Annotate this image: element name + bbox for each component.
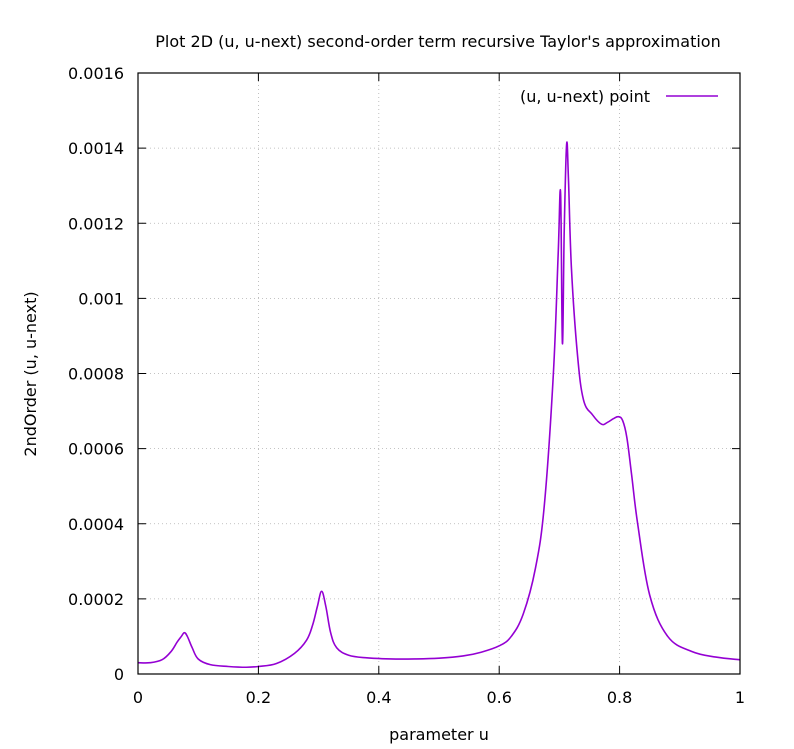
y-tick-label: 0.0004	[68, 515, 124, 534]
x-tick-label: 0.2	[246, 688, 271, 707]
y-tick-label: 0.0002	[68, 590, 124, 609]
y-tick-label: 0.0016	[68, 64, 124, 83]
x-tick-label: 0.8	[607, 688, 632, 707]
gridlines	[138, 73, 740, 674]
y-tick-label: 0.0012	[68, 214, 124, 233]
y-tick-label: 0.0008	[68, 365, 124, 384]
series-layer	[137, 141, 741, 669]
series-line	[137, 141, 741, 669]
y-tick-label: 0.001	[78, 289, 124, 308]
x-tick-label: 0.6	[486, 688, 511, 707]
y-tick-label: 0	[114, 665, 124, 684]
x-tick-label: 0.4	[366, 688, 391, 707]
chart-title: Plot 2D (u, u-next) second-order term re…	[155, 32, 720, 51]
x-axis-label: parameter u	[389, 725, 489, 744]
y-tick-label: 0.0014	[68, 139, 124, 158]
y-axis-label: 2ndOrder (u, u-next)	[21, 291, 40, 456]
x-tick-label: 0	[133, 688, 143, 707]
x-tick-label: 1	[735, 688, 745, 707]
legend: (u, u-next) point	[520, 87, 718, 106]
legend-entry-label: (u, u-next) point	[520, 87, 650, 106]
axis-ticks: 0 0.2 0.4 0.6 0.8 1 0 0.0002 0.0004 0.0006 0.0008 0…	[68, 64, 745, 707]
y-tick-label: 0.0006	[68, 440, 124, 459]
